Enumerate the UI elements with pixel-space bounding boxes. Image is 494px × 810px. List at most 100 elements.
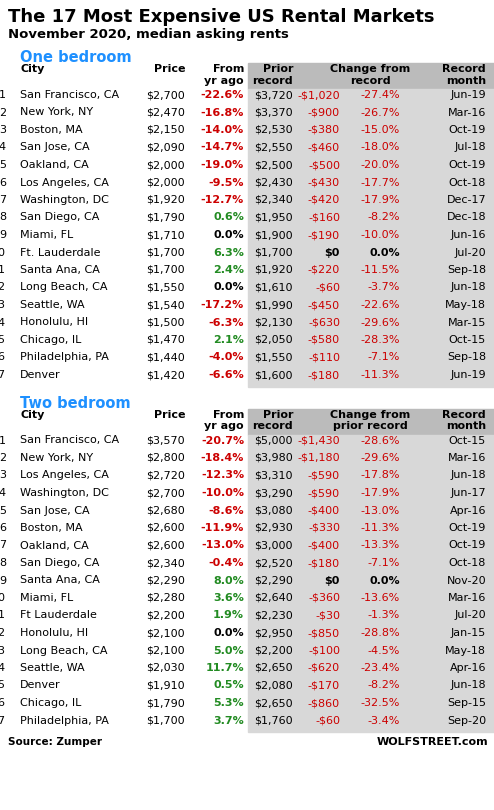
Text: 7: 7: [0, 195, 6, 205]
Text: -$1,430: -$1,430: [297, 436, 340, 446]
Text: $2,090: $2,090: [146, 143, 185, 152]
Text: Sep-18: Sep-18: [447, 265, 486, 275]
Text: Long Beach, CA: Long Beach, CA: [20, 283, 108, 292]
Bar: [248, 574, 494, 592]
Text: Two bedroom: Two bedroom: [20, 395, 130, 411]
Text: 13: 13: [0, 646, 6, 655]
Text: $1,950: $1,950: [254, 212, 293, 223]
Text: Jun-16: Jun-16: [451, 230, 486, 240]
Text: 4: 4: [0, 143, 6, 152]
Text: -$110: -$110: [308, 352, 340, 363]
Text: From
yr ago: From yr ago: [205, 64, 244, 86]
Text: 6: 6: [0, 177, 6, 187]
Text: $5,000: $5,000: [254, 436, 293, 446]
Bar: [248, 124, 494, 142]
Text: -22.6%: -22.6%: [361, 300, 400, 310]
Text: $2,200: $2,200: [146, 611, 185, 620]
Bar: [248, 299, 494, 317]
Text: Dec-17: Dec-17: [447, 195, 486, 205]
Text: -$30: -$30: [315, 611, 340, 620]
Text: 0.0%: 0.0%: [213, 283, 244, 292]
Bar: [248, 282, 494, 299]
Text: -13.0%: -13.0%: [361, 505, 400, 515]
Text: $2,340: $2,340: [146, 558, 185, 568]
Text: Apr-16: Apr-16: [450, 505, 486, 515]
Text: -4.0%: -4.0%: [208, 352, 244, 363]
Text: $3,720: $3,720: [254, 90, 293, 100]
Text: -3.7%: -3.7%: [368, 283, 400, 292]
Text: Chicago, IL: Chicago, IL: [20, 335, 82, 345]
Text: -11.3%: -11.3%: [361, 370, 400, 380]
Text: -$850: -$850: [308, 628, 340, 638]
Text: -$190: -$190: [308, 230, 340, 240]
Text: -20.0%: -20.0%: [361, 160, 400, 170]
Text: -13.6%: -13.6%: [361, 593, 400, 603]
Text: Santa Ana, CA: Santa Ana, CA: [20, 265, 100, 275]
Text: Ft. Lauderdale: Ft. Lauderdale: [20, 248, 100, 258]
Text: $2,720: $2,720: [146, 471, 185, 480]
Text: 14: 14: [0, 663, 6, 673]
Text: 0.6%: 0.6%: [213, 212, 244, 223]
Text: Jan-15: Jan-15: [451, 628, 486, 638]
Bar: [248, 177, 494, 194]
Text: -$360: -$360: [308, 593, 340, 603]
Bar: [248, 159, 494, 177]
Text: Philadelphia, PA: Philadelphia, PA: [20, 715, 109, 726]
Text: Prior
record: Prior record: [252, 64, 293, 86]
Text: Jul-20: Jul-20: [454, 611, 486, 620]
Text: 5.3%: 5.3%: [213, 698, 244, 708]
Text: -0.4%: -0.4%: [208, 558, 244, 568]
Bar: [248, 714, 494, 732]
Text: 3: 3: [0, 471, 6, 480]
Text: San Diego, CA: San Diego, CA: [20, 558, 99, 568]
Text: 16: 16: [0, 352, 6, 363]
Text: Dec-18: Dec-18: [447, 212, 486, 223]
Text: -$430: -$430: [308, 177, 340, 187]
Text: Miami, FL: Miami, FL: [20, 230, 73, 240]
Text: -17.9%: -17.9%: [361, 195, 400, 205]
Text: $2,280: $2,280: [146, 593, 185, 603]
Text: Oakland, CA: Oakland, CA: [20, 540, 89, 551]
Bar: [248, 352, 494, 369]
Text: San Diego, CA: San Diego, CA: [20, 212, 99, 223]
Text: 7: 7: [0, 540, 6, 551]
Text: Source: Zumper: Source: Zumper: [8, 737, 102, 747]
Text: $1,790: $1,790: [146, 212, 185, 223]
Text: -19.0%: -19.0%: [201, 160, 244, 170]
Text: -$900: -$900: [308, 108, 340, 117]
Text: $2,600: $2,600: [146, 540, 185, 551]
Text: -$450: -$450: [308, 300, 340, 310]
Text: Oct-19: Oct-19: [449, 523, 486, 533]
Text: -17.8%: -17.8%: [361, 471, 400, 480]
Text: $1,700: $1,700: [146, 248, 185, 258]
Bar: [248, 142, 494, 159]
Text: Chicago, IL: Chicago, IL: [20, 698, 82, 708]
Text: 2: 2: [0, 453, 6, 463]
Text: $0: $0: [325, 575, 340, 586]
Text: 0.0%: 0.0%: [213, 230, 244, 240]
Text: -14.0%: -14.0%: [201, 125, 244, 135]
Text: Apr-16: Apr-16: [450, 663, 486, 673]
Text: Washington, DC: Washington, DC: [20, 488, 109, 498]
Text: -17.9%: -17.9%: [361, 488, 400, 498]
Text: $2,700: $2,700: [146, 90, 185, 100]
Text: -$860: -$860: [308, 698, 340, 708]
Text: Sep-15: Sep-15: [447, 698, 486, 708]
Text: Philadelphia, PA: Philadelphia, PA: [20, 352, 109, 363]
Text: -$160: -$160: [308, 212, 340, 223]
Text: -$60: -$60: [315, 283, 340, 292]
Text: $3,310: $3,310: [254, 471, 293, 480]
Text: Price: Price: [154, 410, 185, 420]
Bar: [248, 264, 494, 282]
Text: 3: 3: [0, 125, 6, 135]
Text: 2.1%: 2.1%: [213, 335, 244, 345]
Text: -8.6%: -8.6%: [208, 505, 244, 515]
Text: 2: 2: [0, 108, 6, 117]
Bar: [248, 246, 494, 264]
Text: -14.7%: -14.7%: [201, 143, 244, 152]
Bar: [248, 487, 494, 505]
Text: -$180: -$180: [308, 558, 340, 568]
Text: 11: 11: [0, 265, 6, 275]
Text: -7.1%: -7.1%: [368, 352, 400, 363]
Text: $3,000: $3,000: [254, 540, 293, 551]
